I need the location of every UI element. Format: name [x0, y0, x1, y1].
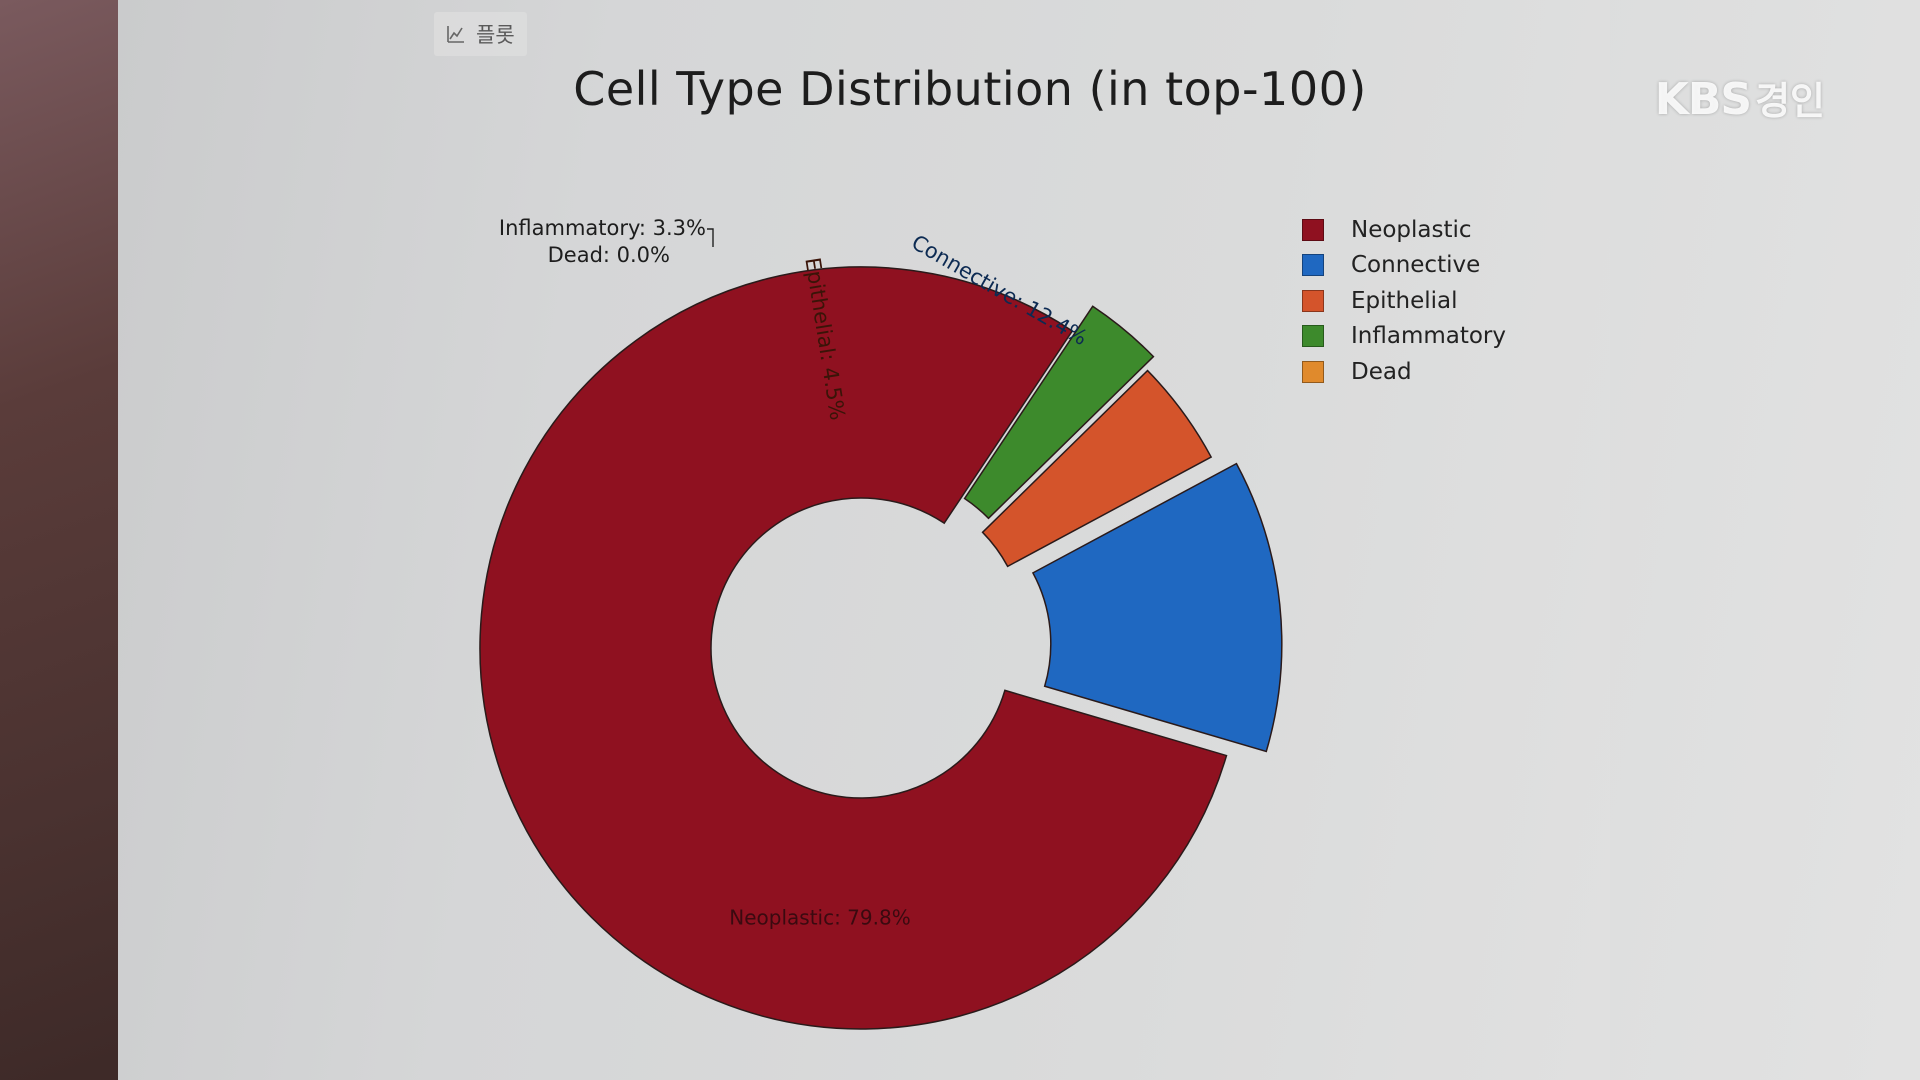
broadcaster-logo: KBS 경인	[1655, 70, 1825, 125]
slice-connective[interactable]	[1031, 462, 1283, 753]
legend-item[interactable]: Dead	[1302, 354, 1506, 390]
legend-swatch	[1302, 254, 1324, 277]
slice-label-inflammatory: Inflammatory: 3.3%	[499, 216, 706, 240]
plot-icon	[447, 26, 464, 43]
broadcaster-region: 경인	[1755, 79, 1825, 123]
legend-item[interactable]: Neoplastic	[1302, 212, 1506, 248]
plot-toolbar-label: 플롯	[476, 23, 515, 47]
legend-swatch	[1302, 289, 1324, 312]
legend-label: Neoplastic	[1351, 216, 1472, 243]
legend-label: Epithelial	[1351, 287, 1458, 314]
plot-toolbar[interactable]: 플롯	[434, 12, 527, 56]
legend-item[interactable]: Inflammatory	[1302, 319, 1506, 355]
legend-item[interactable]: Epithelial	[1302, 283, 1506, 319]
slice-neoplastic[interactable]	[479, 266, 1228, 1030]
chart-title: Cell Type Distribution (in top-100)	[573, 62, 1367, 116]
slice-label-neoplastic: Neoplastic: 79.8%	[729, 906, 910, 930]
legend-label: Dead	[1351, 358, 1412, 385]
legend-swatch	[1302, 325, 1324, 348]
slice-epithelial[interactable]	[981, 369, 1213, 568]
legend-swatch	[1302, 218, 1324, 241]
legend-swatch	[1302, 360, 1324, 383]
broadcaster-brand: KBS	[1654, 74, 1752, 125]
chart-legend: Neoplastic Connective Epithelial Inflamm…	[1302, 212, 1506, 390]
legend-label: Inflammatory	[1351, 323, 1507, 350]
label-leader-line	[707, 228, 714, 247]
legend-item[interactable]: Connective	[1302, 248, 1506, 284]
slice-label-dead: Dead: 0.0%	[548, 243, 670, 267]
legend-label: Connective	[1351, 252, 1481, 279]
slice-inflammatory[interactable]	[963, 305, 1155, 520]
